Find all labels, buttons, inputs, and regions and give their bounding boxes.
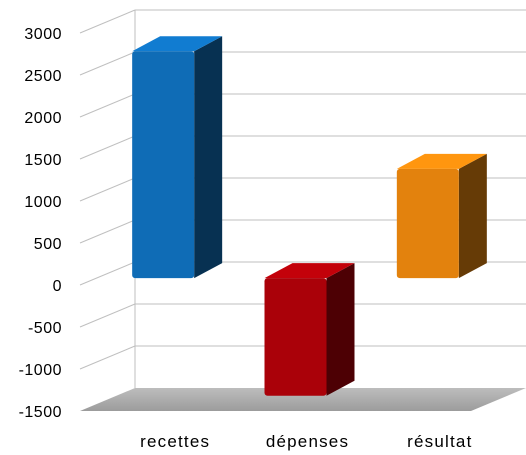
bar-top-recettes <box>132 36 223 52</box>
bar-side-résultat <box>458 153 487 279</box>
y-tick-label: 0 <box>53 278 62 295</box>
y-tick-label: -500 <box>28 320 62 337</box>
y-tick-label: -1000 <box>19 362 62 379</box>
x-category-label: recettes <box>140 432 210 451</box>
y-axis-tick-labels: 3000 2500 2000 1500 1000 500 0 -500 -1000 -1500 <box>19 26 62 421</box>
bar-side-dépenses <box>326 263 355 396</box>
side-gridline <box>79 9 136 34</box>
y-tick-label: 1000 <box>24 194 62 211</box>
y-tick-label: 500 <box>34 236 62 253</box>
bar-dépenses <box>264 278 327 396</box>
bar-top-résultat <box>396 153 487 169</box>
chart-floor <box>80 388 526 411</box>
floor <box>80 388 526 411</box>
side-gridline <box>79 219 136 244</box>
bars <box>132 36 487 396</box>
y-tick-label: 2500 <box>24 68 62 85</box>
side-gridline <box>79 177 136 202</box>
bar-résultat <box>396 168 459 279</box>
y-tick-label: -1500 <box>19 404 62 421</box>
side-gridline <box>79 345 136 370</box>
x-axis-category-labels: recettes dépenses résultat <box>140 432 472 451</box>
side-gridline <box>79 93 136 118</box>
side-gridline <box>79 135 136 160</box>
x-category-label: résultat <box>407 432 472 451</box>
y-tick-label: 3000 <box>24 26 62 43</box>
side-gridline <box>79 261 136 286</box>
bar-side-recettes <box>194 36 223 279</box>
side-gridline <box>79 51 136 76</box>
bar-recettes <box>132 51 195 279</box>
side-gridline <box>79 303 136 328</box>
y-tick-label: 1500 <box>24 152 62 169</box>
y-tick-label: 2000 <box>24 110 62 127</box>
bar-top-dépenses <box>264 263 355 279</box>
x-category-label: dépenses <box>266 432 349 451</box>
